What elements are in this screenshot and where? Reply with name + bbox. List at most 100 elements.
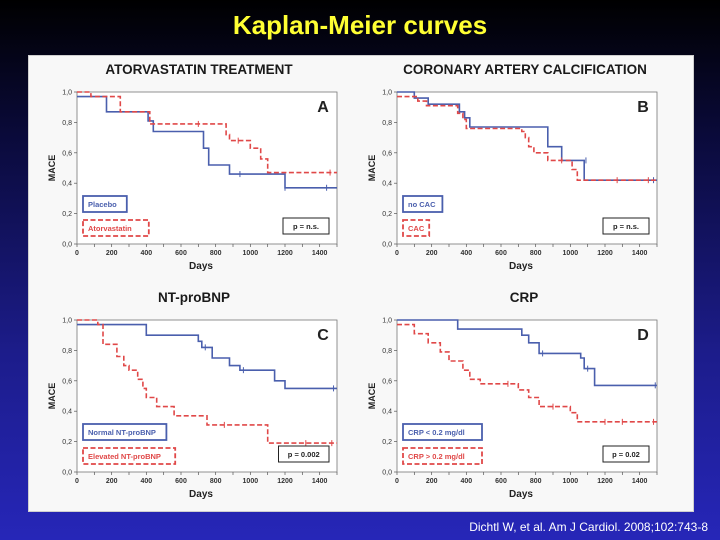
y-tick-label: 0,8: [62, 120, 72, 127]
p-value-label: p = 0.002: [288, 450, 320, 459]
x-tick-label: 200: [426, 478, 438, 485]
x-tick-label: 600: [495, 250, 507, 257]
x-tick-label: 1000: [563, 250, 579, 257]
x-tick-label: 0: [75, 478, 79, 485]
x-axis-label: Days: [509, 489, 533, 500]
x-tick-label: 1400: [632, 250, 648, 257]
x-tick-label: 600: [495, 478, 507, 485]
legend-box-comparison: [402, 447, 483, 465]
legend-box-comparison: [82, 219, 150, 237]
x-tick-label: 0: [395, 478, 399, 485]
p-value-label: p = 0.02: [612, 450, 640, 459]
y-tick-label: 0,2: [382, 211, 392, 218]
legend-box-comparison: [82, 447, 177, 465]
y-tick-label: 0,2: [62, 439, 72, 446]
y-axis-label: MACE: [367, 155, 377, 182]
km-curve-comparison: [397, 95, 657, 181]
km-curve-comparison: [397, 323, 657, 423]
p-value-box: [602, 445, 650, 463]
km-curve-reference: [77, 95, 337, 189]
y-axis-label: MACE: [47, 383, 57, 410]
x-tick-label: 1400: [312, 250, 328, 257]
citation: Dichtl W, et al. Am J Cardiol. 2008;102:…: [469, 520, 708, 534]
legend-box-reference: [402, 195, 444, 213]
y-tick-label: 0,4: [382, 181, 392, 188]
legend-box-reference: [402, 423, 483, 441]
x-tick-label: 200: [426, 250, 438, 257]
y-axis-label: MACE: [47, 155, 57, 182]
x-tick-label: 800: [210, 478, 222, 485]
x-tick-label: 1400: [312, 478, 328, 485]
km-curve-reference: [77, 323, 337, 390]
legend-label: Normal NT-proBNP: [88, 428, 156, 437]
km-panel-c: NT-proBNP 0,0 0,2 0,4 0,6 0,8 1,0 0 200 400 600 800…: [47, 290, 338, 500]
x-tick-label: 1000: [563, 478, 579, 485]
y-tick-label: 0,4: [382, 409, 392, 416]
x-tick-label: 1200: [597, 250, 613, 257]
km-panel-b: CORONARY ARTERY CALCIFICATION 0,0 0,2 0,4 0,…: [367, 62, 658, 272]
panel-letter: D: [637, 327, 649, 344]
legend-label: Atorvastatin: [88, 224, 132, 233]
x-tick-label: 1200: [277, 250, 293, 257]
y-tick-label: 0,6: [382, 378, 392, 385]
p-value-box: [282, 217, 330, 235]
x-axis-label: Days: [189, 261, 213, 272]
legend-box-reference: [82, 423, 168, 441]
x-tick-label: 200: [106, 250, 118, 257]
x-tick-label: 800: [530, 250, 542, 257]
legend-label: Elevated NT-proBNP: [88, 452, 161, 461]
y-tick-label: 1,0: [382, 318, 392, 325]
y-tick-label: 0,8: [62, 348, 72, 355]
x-tick-label: 800: [530, 478, 542, 485]
p-value-box: [602, 217, 650, 235]
km-curve-reference: [397, 319, 657, 387]
x-tick-label: 1400: [632, 478, 648, 485]
legend-label: no CAC: [408, 200, 436, 209]
legend-label: Placebo: [88, 200, 117, 209]
x-tick-label: 600: [175, 478, 187, 485]
y-tick-label: 0,2: [62, 211, 72, 218]
panel-letter: B: [637, 99, 649, 116]
y-tick-label: 0,0: [62, 242, 72, 249]
figure-panel-area: ATORVASTATIN TREATMENT 0,0 0,2 0,4 0,6 0,8 1,0…: [28, 55, 694, 512]
y-tick-label: 0,4: [62, 409, 72, 416]
panel-title: ATORVASTATIN TREATMENT: [105, 62, 293, 77]
x-axis-label: Days: [189, 489, 213, 500]
panel-letter: A: [317, 99, 329, 116]
x-tick-label: 400: [140, 250, 152, 257]
panel-title: CRP: [510, 290, 539, 305]
km-curve-comparison: [77, 319, 337, 444]
km-curve-comparison: [77, 91, 337, 174]
x-axis-label: Days: [509, 261, 533, 272]
y-tick-label: 1,0: [62, 90, 72, 97]
x-tick-label: 200: [106, 478, 118, 485]
y-tick-label: 0,6: [382, 150, 392, 157]
x-tick-label: 0: [75, 250, 79, 257]
y-tick-label: 0,6: [62, 150, 72, 157]
y-tick-label: 0,8: [382, 348, 392, 355]
x-tick-label: 800: [210, 250, 222, 257]
p-value-label: p = n.s.: [613, 222, 639, 231]
slide-title: Kaplan-Meier curves: [232, 10, 488, 40]
panel-title: CORONARY ARTERY CALCIFICATION: [403, 62, 647, 77]
km-curve-reference: [397, 91, 657, 181]
panel-letter: C: [317, 327, 329, 344]
x-tick-label: 1200: [277, 478, 293, 485]
x-tick-label: 1000: [243, 478, 259, 485]
y-tick-label: 0,6: [62, 378, 72, 385]
x-tick-label: 400: [140, 478, 152, 485]
p-value-box: [278, 445, 330, 463]
legend-label: CRP < 0.2 mg/dl: [408, 428, 465, 437]
y-tick-label: 0,0: [382, 242, 392, 249]
x-tick-label: 1200: [597, 478, 613, 485]
y-tick-label: 1,0: [62, 318, 72, 325]
y-tick-label: 0,0: [62, 470, 72, 477]
km-panel-a: ATORVASTATIN TREATMENT 0,0 0,2 0,4 0,6 0,8 1,0…: [47, 62, 338, 272]
y-tick-label: 1,0: [382, 90, 392, 97]
kaplan-meier-figure: ATORVASTATIN TREATMENT 0,0 0,2 0,4 0,6 0,8 1,0…: [47, 62, 658, 500]
legend-box-comparison: [402, 219, 431, 237]
x-tick-label: 600: [175, 250, 187, 257]
y-tick-label: 0,4: [62, 181, 72, 188]
legend-label: CRP > 0.2 mg/dl: [408, 452, 465, 461]
y-tick-label: 0,8: [382, 120, 392, 127]
